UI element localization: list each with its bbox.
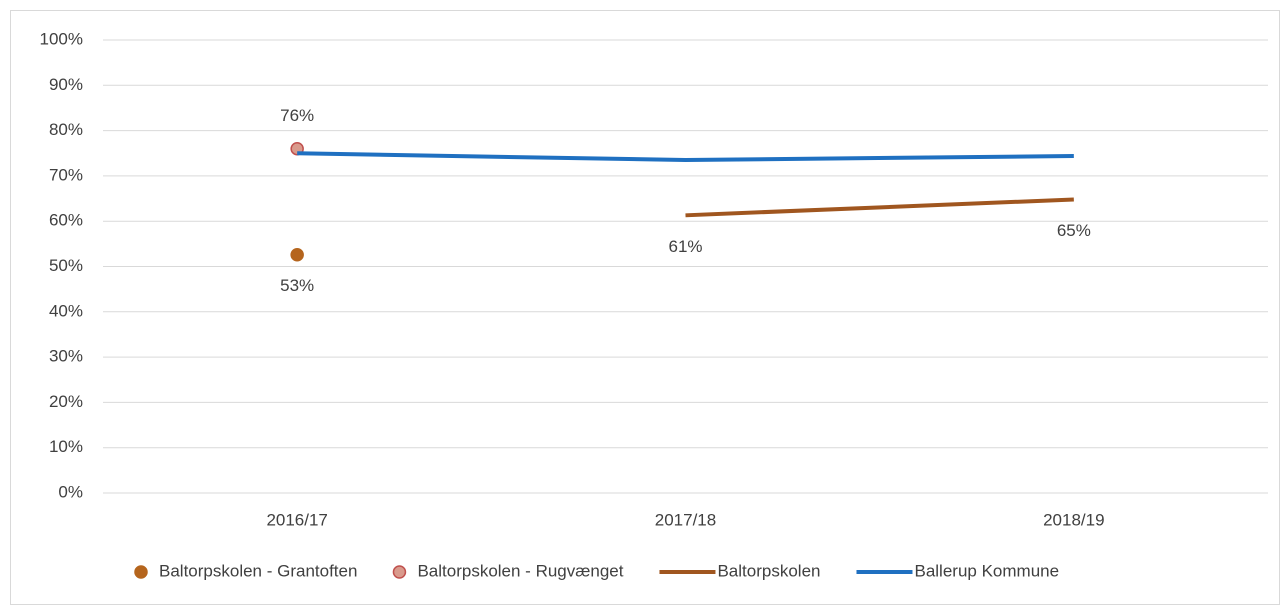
y-tick-label: 0%: [58, 482, 83, 501]
data-label: 76%: [280, 106, 314, 125]
y-tick-label: 70%: [49, 165, 83, 184]
x-tick-label: 2016/17: [266, 510, 327, 529]
x-tick-label: 2018/19: [1043, 510, 1104, 529]
series-line: [297, 151, 1074, 163]
y-tick-label: 100%: [40, 29, 83, 48]
y-tick-label: 30%: [49, 347, 83, 366]
y-tick-label: 10%: [49, 437, 83, 456]
data-label: 53%: [280, 276, 314, 295]
y-tick-label: 90%: [49, 75, 83, 94]
series-line: [685, 197, 1074, 218]
chart-border: [10, 10, 1280, 605]
data-label: 65%: [1057, 221, 1091, 240]
data-point: [290, 247, 304, 262]
legend-marker: [392, 565, 407, 579]
y-tick-label: 60%: [49, 211, 83, 230]
legend-label: Baltorpskolen: [717, 561, 820, 580]
y-tick-label: 20%: [49, 392, 83, 411]
x-tick-label: 2017/18: [655, 510, 716, 529]
y-tick-label: 80%: [49, 120, 83, 139]
legend-marker: [134, 565, 148, 579]
legend-label: Baltorpskolen - Rugvænget: [417, 561, 623, 580]
legend-label: Baltorpskolen - Grantoften: [159, 561, 357, 580]
data-label: 61%: [668, 237, 702, 256]
y-tick-label: 50%: [49, 256, 83, 275]
legend-label: Ballerup Kommune: [914, 561, 1059, 580]
y-tick-label: 40%: [49, 301, 83, 320]
